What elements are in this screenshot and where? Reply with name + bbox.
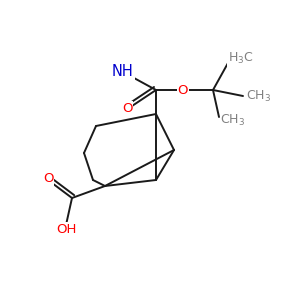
Text: O: O <box>43 172 53 185</box>
Text: CH$_3$: CH$_3$ <box>246 88 271 104</box>
Text: O: O <box>178 83 188 97</box>
Text: H$_3$C: H$_3$C <box>228 51 254 66</box>
Text: O: O <box>122 101 133 115</box>
Text: NH: NH <box>112 64 134 80</box>
Text: CH$_3$: CH$_3$ <box>220 112 246 128</box>
Text: OH: OH <box>56 223 76 236</box>
